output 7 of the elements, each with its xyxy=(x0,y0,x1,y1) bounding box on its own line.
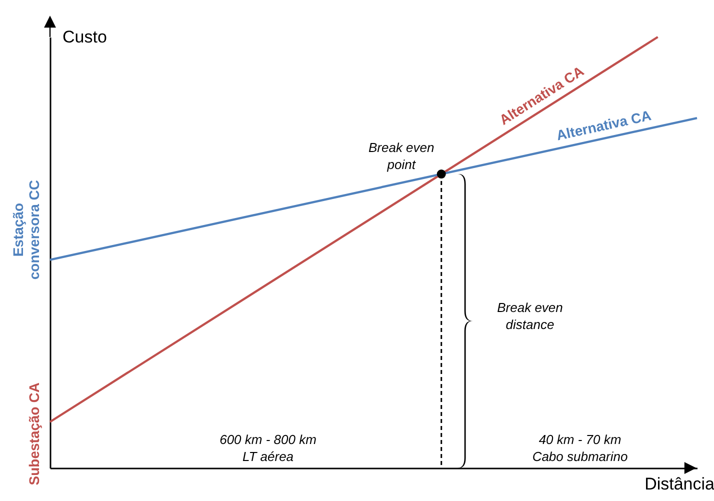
annotation: 40 km - 70 km Cabo submarino xyxy=(532,432,628,464)
annotation: Break even point xyxy=(368,140,434,172)
annotation: Break even distance xyxy=(497,300,563,332)
y-axis-title: Custo xyxy=(62,28,107,46)
text: Subestação CA xyxy=(26,382,42,486)
text: Estação conversora CC xyxy=(10,180,42,280)
annotation: 600 km - 800 km LT aérea xyxy=(220,432,317,464)
